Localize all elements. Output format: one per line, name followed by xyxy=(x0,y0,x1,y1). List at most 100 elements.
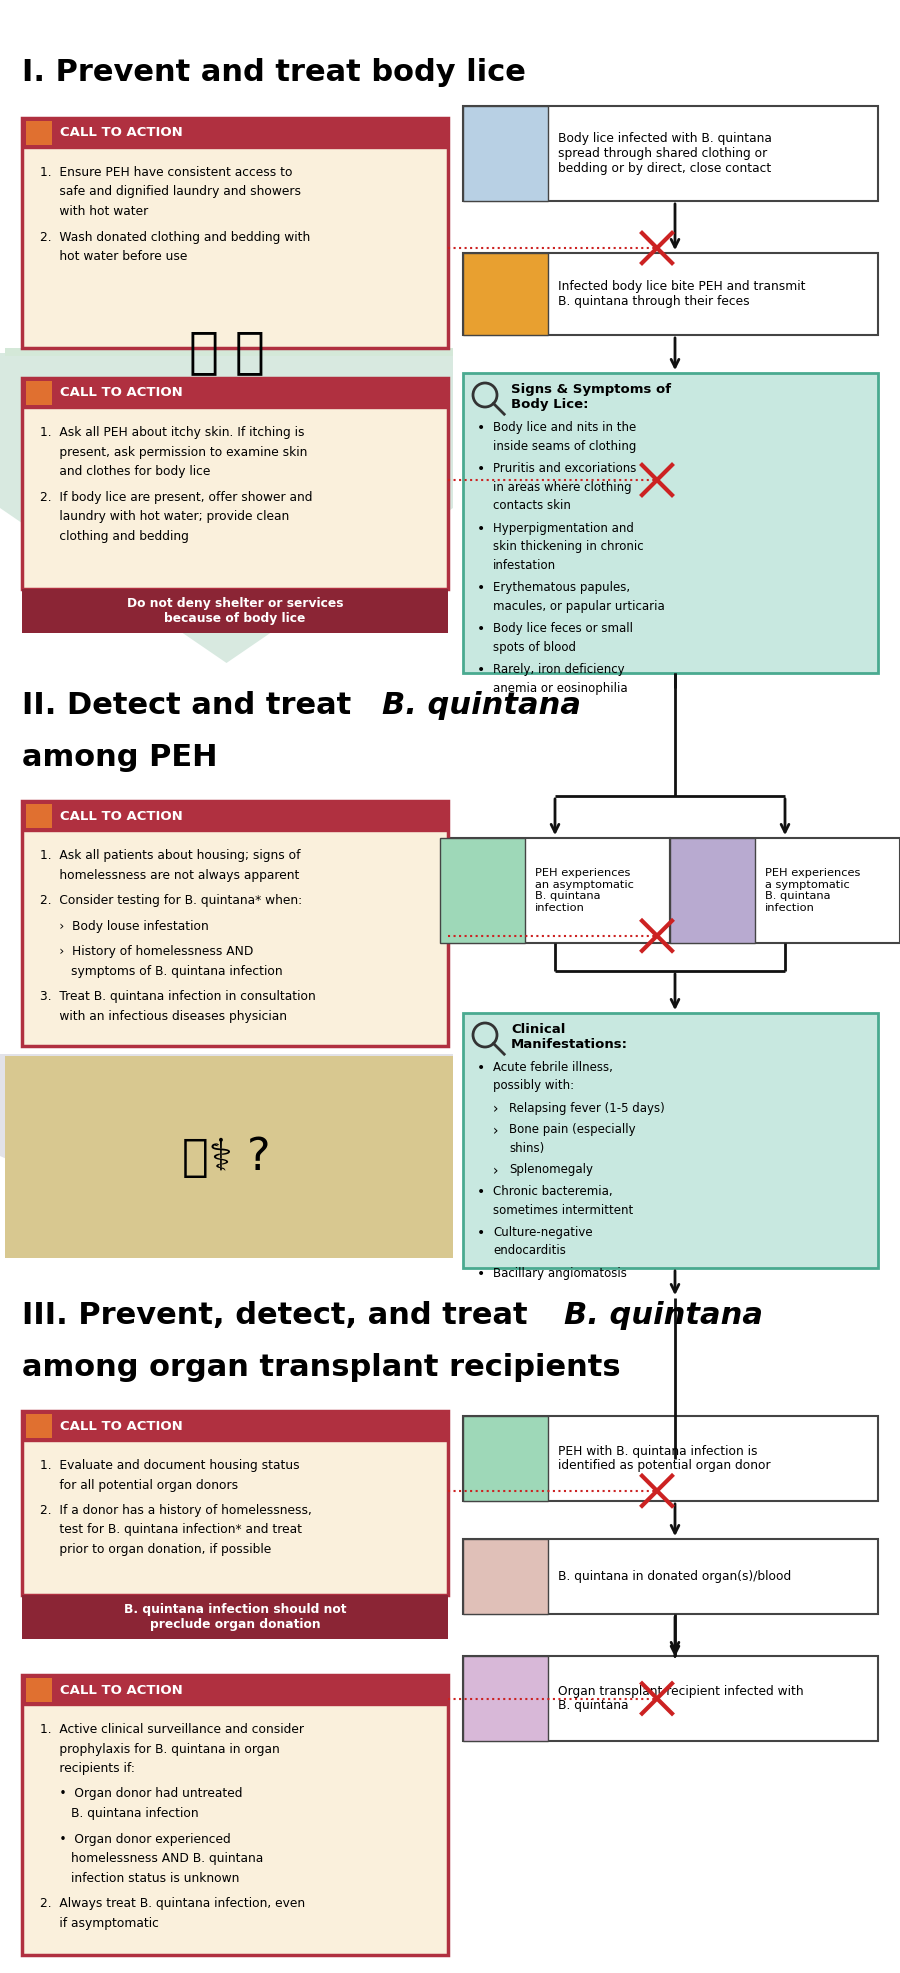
Text: CALL TO ACTION: CALL TO ACTION xyxy=(60,126,183,140)
Text: •  Organ donor experienced: • Organ donor experienced xyxy=(40,1833,230,1845)
Text: I. Prevent and treat body lice: I. Prevent and treat body lice xyxy=(22,57,526,87)
Text: sometimes intermittent: sometimes intermittent xyxy=(493,1204,634,1217)
Text: homelessness AND B. quintana: homelessness AND B. quintana xyxy=(40,1853,263,1864)
Text: 1.  Ask all patients about housing; signs of: 1. Ask all patients about housing; signs… xyxy=(40,848,301,862)
Text: Pruritis and excoriations: Pruritis and excoriations xyxy=(493,462,636,475)
Text: with an infectious diseases physician: with an infectious diseases physician xyxy=(40,1010,287,1022)
Polygon shape xyxy=(0,1054,453,1259)
Bar xyxy=(463,253,548,335)
Bar xyxy=(22,590,448,633)
Text: PEH experiences
an asymptomatic
B. quintana
infection: PEH experiences an asymptomatic B. quint… xyxy=(535,868,634,913)
Bar xyxy=(463,1655,878,1740)
Text: homelessness are not always apparent: homelessness are not always apparent xyxy=(40,868,300,882)
Text: •: • xyxy=(477,420,485,434)
Text: •: • xyxy=(477,462,485,475)
Text: 2.  Wash donated clothing and bedding with: 2. Wash donated clothing and bedding wit… xyxy=(40,231,310,243)
Bar xyxy=(670,839,900,943)
Text: for all potential organ donors: for all potential organ donors xyxy=(40,1478,239,1492)
Text: clothing and bedding: clothing and bedding xyxy=(40,529,189,543)
Bar xyxy=(440,839,525,943)
Text: PEH with B. quintana infection is
identified as potential organ donor: PEH with B. quintana infection is identi… xyxy=(558,1444,770,1472)
Bar xyxy=(22,118,448,148)
Text: laundry with hot water; provide clean: laundry with hot water; provide clean xyxy=(40,509,289,523)
Text: II. Detect and treat: II. Detect and treat xyxy=(22,691,362,720)
Bar xyxy=(26,381,52,404)
Text: infection status is unknown: infection status is unknown xyxy=(40,1872,239,1884)
Text: 2.  If a donor has a history of homelessness,: 2. If a donor has a history of homelessn… xyxy=(40,1503,312,1517)
Bar xyxy=(463,1417,878,1501)
Text: III. Prevent, detect, and treat: III. Prevent, detect, and treat xyxy=(22,1300,538,1330)
Bar xyxy=(463,1655,548,1740)
Bar xyxy=(26,120,52,144)
Text: B. quintana in donated organ(s)/blood: B. quintana in donated organ(s)/blood xyxy=(558,1571,791,1582)
Text: PEH experiences
a symptomatic
B. quintana
infection: PEH experiences a symptomatic B. quintan… xyxy=(765,868,860,913)
Bar xyxy=(22,801,448,831)
Text: •  Organ donor had untreated: • Organ donor had untreated xyxy=(40,1788,242,1801)
Text: Rarely, iron deficiency: Rarely, iron deficiency xyxy=(493,663,625,677)
Text: B. quintana infection should not
preclude organ donation: B. quintana infection should not preclud… xyxy=(124,1602,346,1632)
Text: ›: › xyxy=(493,1103,499,1117)
Text: and clothes for body lice: and clothes for body lice xyxy=(40,466,211,477)
Bar xyxy=(670,839,755,943)
Text: 1.  Ensure PEH have consistent access to: 1. Ensure PEH have consistent access to xyxy=(40,166,292,180)
Bar xyxy=(5,347,453,355)
Bar xyxy=(463,107,878,201)
Text: spots of blood: spots of blood xyxy=(493,641,576,653)
Polygon shape xyxy=(0,353,453,663)
Bar xyxy=(463,1012,878,1269)
Text: endocarditis: endocarditis xyxy=(493,1245,566,1257)
Text: 🏕 👤: 🏕 👤 xyxy=(189,328,265,377)
Bar xyxy=(22,118,448,347)
Text: if asymptomatic: if asymptomatic xyxy=(40,1916,159,1930)
Text: Do not deny shelter or services
because of body lice: Do not deny shelter or services because … xyxy=(127,598,343,625)
Text: Clinical
Manifestations:: Clinical Manifestations: xyxy=(511,1022,628,1052)
Bar xyxy=(26,805,52,829)
Text: ›: › xyxy=(493,1123,499,1138)
Text: prophylaxis for B. quintana in organ: prophylaxis for B. quintana in organ xyxy=(40,1742,280,1756)
Text: infestation: infestation xyxy=(493,558,556,572)
Text: 1.  Evaluate and document housing status: 1. Evaluate and document housing status xyxy=(40,1458,300,1472)
Text: CALL TO ACTION: CALL TO ACTION xyxy=(60,809,183,823)
Bar xyxy=(440,839,670,943)
Text: ›: › xyxy=(493,1164,499,1178)
Text: test for B. quintana infection* and treat: test for B. quintana infection* and trea… xyxy=(40,1523,302,1537)
Text: B. quintana infection: B. quintana infection xyxy=(40,1807,199,1819)
Text: Splenomegaly: Splenomegaly xyxy=(509,1164,593,1176)
Bar xyxy=(463,107,548,201)
Text: 1.  Ask all PEH about itchy skin. If itching is: 1. Ask all PEH about itchy skin. If itch… xyxy=(40,426,304,440)
Bar xyxy=(26,1415,52,1438)
Text: possibly with:: possibly with: xyxy=(493,1079,574,1093)
Text: recipients if:: recipients if: xyxy=(40,1762,135,1776)
Text: •: • xyxy=(477,663,485,677)
Bar xyxy=(463,373,878,673)
Text: Body lice and nits in the: Body lice and nits in the xyxy=(493,420,636,434)
Text: 1.  Active clinical surveillance and consider: 1. Active clinical surveillance and cons… xyxy=(40,1722,304,1736)
Text: Hyperpigmentation and: Hyperpigmentation and xyxy=(493,521,634,535)
Text: CALL TO ACTION: CALL TO ACTION xyxy=(60,387,183,399)
Text: Organ transplant recipient infected with
B. quintana: Organ transplant recipient infected with… xyxy=(558,1685,804,1713)
Bar xyxy=(22,1675,448,1955)
Text: hot water before use: hot water before use xyxy=(40,251,187,262)
Bar xyxy=(26,1677,52,1703)
Text: Body lice infected with B. quintana
spread through shared clothing or
bedding or: Body lice infected with B. quintana spre… xyxy=(558,132,772,176)
Text: Erythematous papules,: Erythematous papules, xyxy=(493,580,630,594)
Text: 2.  Consider testing for B. quintana* when:: 2. Consider testing for B. quintana* whe… xyxy=(40,894,302,908)
Bar xyxy=(22,379,448,408)
Bar xyxy=(22,1411,448,1440)
Text: Body lice feces or small: Body lice feces or small xyxy=(493,621,633,635)
Text: •: • xyxy=(477,1061,485,1075)
Text: Infected body lice bite PEH and transmit
B. quintana through their feces: Infected body lice bite PEH and transmit… xyxy=(558,280,806,308)
Bar xyxy=(463,1539,878,1614)
Text: contacts skin: contacts skin xyxy=(493,499,571,513)
Text: ›  History of homelessness AND: › History of homelessness AND xyxy=(40,945,254,959)
Text: prior to organ donation, if possible: prior to organ donation, if possible xyxy=(40,1543,271,1557)
Text: B. quintana: B. quintana xyxy=(382,691,581,720)
Text: •: • xyxy=(477,1186,485,1200)
Text: 2.  If body lice are present, offer shower and: 2. If body lice are present, offer showe… xyxy=(40,491,312,503)
Text: with hot water: with hot water xyxy=(40,205,148,217)
Text: anemia or eosinophilia: anemia or eosinophilia xyxy=(493,681,627,694)
Text: Bone pain (especially: Bone pain (especially xyxy=(509,1123,635,1136)
Text: ›  Body louse infestation: › Body louse infestation xyxy=(40,919,209,933)
Bar xyxy=(5,1056,453,1259)
Text: safe and dignified laundry and showers: safe and dignified laundry and showers xyxy=(40,185,301,199)
